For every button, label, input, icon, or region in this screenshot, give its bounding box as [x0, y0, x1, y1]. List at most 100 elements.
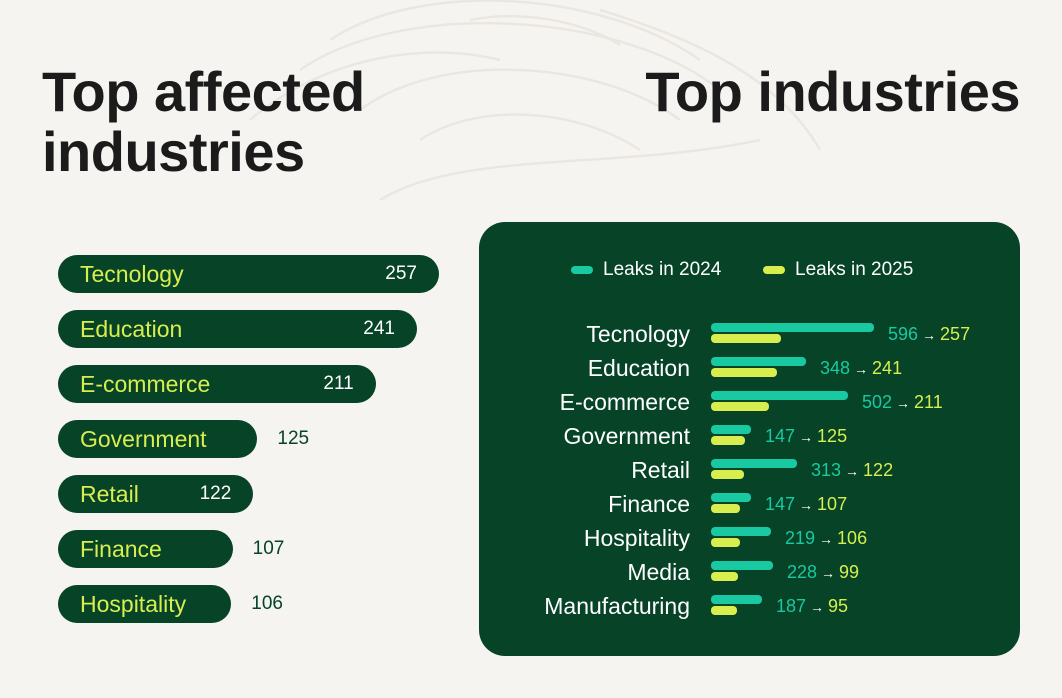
left-bar-value: 257 — [385, 263, 417, 284]
bar-value-label: 313 → 122 — [811, 455, 893, 486]
bar-2024 — [711, 459, 797, 468]
bar-2024 — [711, 527, 771, 536]
legend-swatch-2024 — [571, 266, 593, 274]
right-bar-label: Hospitality — [583, 525, 690, 551]
right-bar-label: E-commerce — [559, 389, 690, 415]
right-bar-row: Education 348 → 241 — [479, 353, 1020, 383]
right-bar-row: Tecnology 596 → 257 — [479, 319, 1020, 349]
value-2025: 106 — [837, 528, 868, 548]
arrow-icon: → — [821, 565, 836, 581]
left-bar — [58, 475, 253, 513]
right-bar-row: Retail 313 → 122 — [479, 455, 1020, 485]
left-bar — [58, 310, 417, 348]
legend-swatch-2025 — [763, 266, 785, 274]
bar-value-label: 228 → 99 — [787, 557, 859, 588]
value-2025: 125 — [817, 426, 848, 446]
bar-2024 — [711, 425, 751, 434]
bar-value-label: 147 → 125 — [765, 421, 847, 452]
arrow-icon: → — [799, 429, 814, 445]
arrow-icon: → — [854, 361, 869, 377]
left-bar — [58, 585, 231, 623]
bar-2025 — [711, 572, 738, 581]
left-bar-value: 241 — [363, 318, 395, 339]
bar-2025 — [711, 470, 744, 479]
right-bar-label: Media — [627, 559, 690, 585]
right-bar-label: Tecnology — [586, 321, 690, 347]
bar-2025 — [711, 368, 777, 377]
bar-2025 — [711, 606, 737, 615]
left-chart-title: Top affected industries — [42, 60, 365, 183]
arrow-icon: → — [819, 531, 834, 547]
value-2024: 147 — [765, 494, 796, 514]
bar-value-label: 348 → 241 — [820, 353, 902, 384]
left-bar-row: Retail 122 — [58, 475, 478, 513]
bar-2024 — [711, 391, 848, 400]
left-bar-label: Tecnology — [80, 261, 184, 287]
left-bar-value: 125 — [277, 428, 310, 449]
bar-2024 — [711, 595, 762, 604]
right-bar-label: Education — [587, 355, 690, 381]
left-bar-row: Finance 107 — [58, 530, 478, 568]
value-2024: 596 — [888, 324, 919, 344]
bar-2024 — [711, 493, 751, 502]
value-2024: 228 — [787, 562, 818, 582]
value-2024: 187 — [776, 596, 807, 616]
bar-2024 — [711, 357, 806, 366]
bar-2025 — [711, 402, 769, 411]
left-bar — [58, 365, 376, 403]
legend-label-2025: Leaks in 2025 — [795, 259, 914, 280]
value-2024: 147 — [765, 426, 796, 446]
left-bar-value: 211 — [323, 373, 354, 394]
right-bar-row: Manufacturing 187 → 95 — [479, 591, 1020, 621]
bar-value-label: 502 → 211 — [862, 387, 943, 418]
value-2025: 107 — [817, 494, 848, 514]
left-bar-label: Government — [80, 426, 207, 452]
right-bar-label: Government — [563, 423, 690, 449]
right-bar-row: Finance 147 → 107 — [479, 489, 1020, 519]
value-2025: 257 — [940, 324, 971, 344]
left-bar-value: 106 — [251, 593, 283, 614]
bar-2025 — [711, 538, 740, 547]
left-bar-value: 107 — [252, 538, 285, 559]
arrow-icon: → — [810, 599, 825, 615]
bar-value-label: 596 → 257 — [888, 319, 970, 350]
bar-2025 — [711, 504, 740, 513]
bar-2024 — [711, 561, 773, 570]
value-2024: 219 — [785, 528, 816, 548]
value-2024: 348 — [820, 358, 851, 378]
value-2025: 122 — [863, 460, 894, 480]
left-bar-label: E-commerce — [80, 371, 211, 397]
left-bar-chart: Tecnology 257 Education 241 E-commerce 211 Gov… — [58, 255, 478, 625]
right-bar-row: E-commerce 502 → 211 — [479, 387, 1020, 417]
arrow-icon: → — [922, 327, 937, 343]
left-bar-label: Finance — [80, 536, 162, 562]
value-2024: 502 — [862, 392, 893, 412]
right-bar-row: Media 228 → 99 — [479, 557, 1020, 587]
left-bar — [58, 530, 233, 568]
left-bar-row: Government 125 — [58, 420, 478, 458]
arrow-icon: → — [896, 395, 911, 411]
left-bar-label: Hospitality — [80, 591, 187, 617]
value-2025: 211 — [914, 392, 943, 412]
bar-value-label: 219 → 106 — [785, 523, 867, 554]
left-bar-row: E-commerce 211 — [58, 365, 478, 403]
right-bar-row: Government 147 → 125 — [479, 421, 1020, 451]
left-bar-row: Tecnology 257 — [58, 255, 478, 293]
legend-label-2024: Leaks in 2024 — [603, 259, 722, 280]
value-2025: 241 — [872, 358, 903, 378]
left-bar — [58, 255, 439, 293]
right-bar-label: Retail — [631, 457, 690, 483]
left-bar — [58, 420, 257, 458]
left-bar-label: Education — [80, 316, 183, 342]
right-chart-panel: Leaks in 2024 Leaks in 2025 Tecnology 596… — [479, 222, 1020, 656]
left-bar-row: Education 241 — [58, 310, 478, 348]
bar-2025 — [711, 436, 745, 445]
right-bar-label: Manufacturing — [544, 593, 690, 619]
value-2025: 99 — [839, 562, 860, 582]
left-bar-label: Retail — [80, 481, 139, 507]
left-bar-row: Hospitality 106 — [58, 585, 478, 623]
bar-2024 — [711, 323, 874, 332]
right-chart-title: Top industries — [645, 60, 1020, 123]
bar-2025 — [711, 334, 781, 343]
right-bar-row: Hospitality 219 → 106 — [479, 523, 1020, 553]
